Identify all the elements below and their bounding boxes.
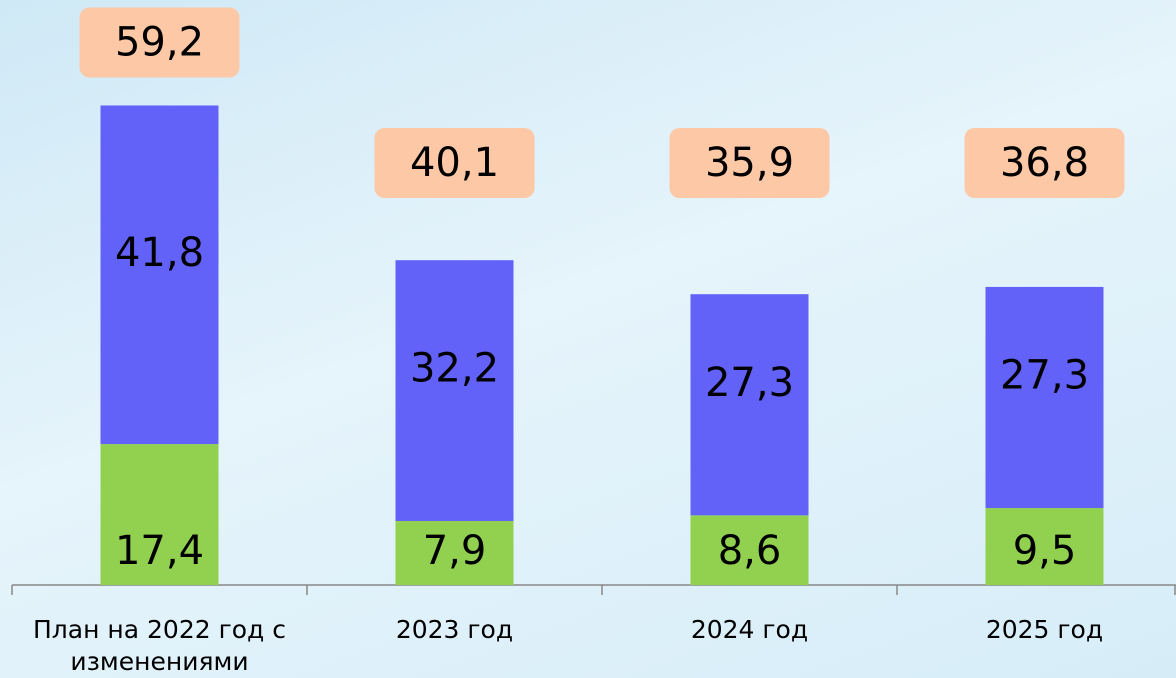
- bar-segment: [690, 294, 809, 516]
- x-tick-label: 2024 год: [690, 615, 809, 644]
- value-label: 17,4: [115, 528, 204, 574]
- bar-segment: [100, 444, 219, 585]
- total-box: [669, 128, 830, 198]
- bar-segment: [395, 260, 514, 522]
- bar-segment: [985, 508, 1104, 585]
- total-box: [374, 128, 535, 198]
- total-label: 40,1: [410, 140, 499, 186]
- bar-segment: [100, 105, 219, 445]
- value-label: 32,2: [410, 346, 499, 392]
- x-tick-label: 2023 год: [395, 615, 514, 644]
- total-label: 59,2: [115, 19, 204, 65]
- value-label: 41,8: [115, 230, 204, 276]
- value-label: 9,5: [1013, 528, 1077, 574]
- total-box: [964, 128, 1125, 198]
- bar-segment: [395, 521, 514, 585]
- total-box: [79, 7, 240, 78]
- total-label: 36,8: [1000, 140, 1089, 186]
- bar-segment: [690, 515, 809, 585]
- value-label: 7,9: [423, 528, 487, 574]
- value-label: 27,3: [705, 360, 794, 406]
- value-label: 8,6: [718, 528, 782, 574]
- bar-segment: [985, 286, 1104, 509]
- total-label: 35,9: [705, 140, 794, 186]
- x-tick-label: План на 2022 год с изменениями: [33, 615, 286, 676]
- value-label: 27,3: [1000, 352, 1089, 398]
- x-tick-label: 2025 год: [985, 615, 1104, 644]
